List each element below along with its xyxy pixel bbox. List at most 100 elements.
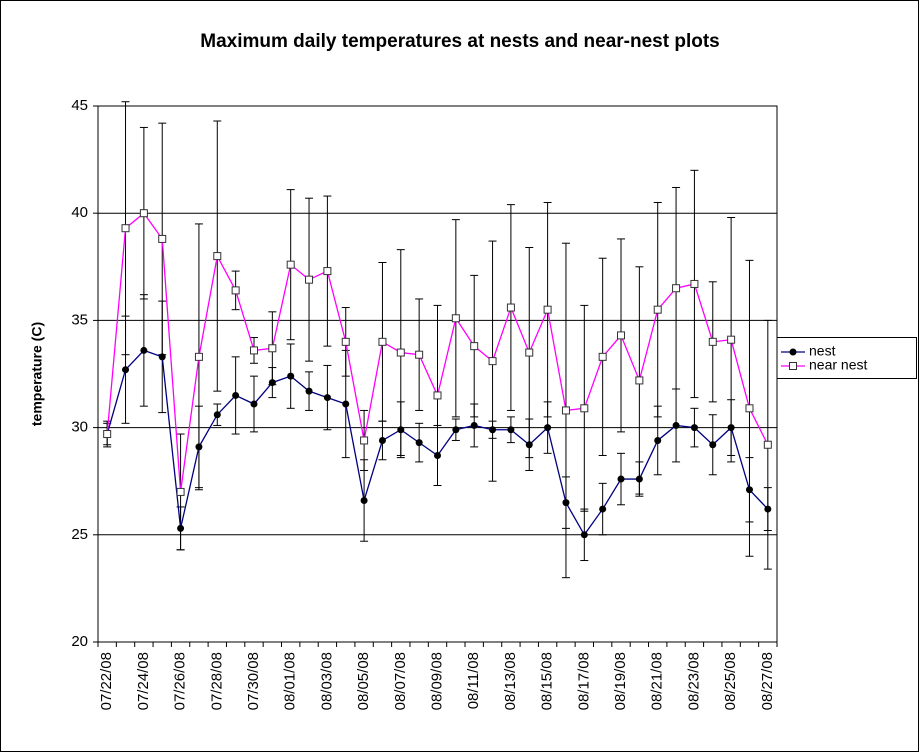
point bbox=[544, 424, 552, 432]
x-tick-label: 08/23/08 bbox=[685, 652, 702, 710]
point bbox=[525, 441, 533, 449]
point bbox=[763, 440, 772, 449]
point bbox=[672, 421, 680, 429]
point bbox=[268, 344, 277, 353]
point bbox=[727, 424, 735, 432]
y-axis-label: temperature (C) bbox=[29, 322, 45, 426]
point bbox=[396, 348, 405, 357]
legend-box bbox=[775, 337, 917, 379]
point bbox=[617, 475, 625, 483]
point bbox=[305, 387, 313, 395]
point bbox=[323, 394, 331, 402]
point bbox=[764, 505, 772, 513]
x-tick-label: 07/24/08 bbox=[135, 652, 152, 710]
point bbox=[360, 436, 369, 445]
chart-title: Maximum daily temperatures at nests and … bbox=[200, 31, 720, 52]
point bbox=[176, 487, 185, 496]
y-tick-label: 20 bbox=[71, 633, 88, 650]
legend-marker bbox=[789, 362, 797, 370]
point bbox=[249, 346, 258, 355]
point bbox=[599, 505, 607, 513]
point bbox=[378, 337, 387, 346]
point bbox=[580, 531, 588, 539]
point bbox=[489, 426, 497, 434]
point bbox=[286, 260, 295, 269]
point bbox=[360, 496, 368, 504]
point bbox=[745, 404, 754, 413]
point bbox=[305, 275, 314, 284]
point bbox=[690, 424, 698, 432]
y-tick-label: 35 bbox=[71, 311, 88, 328]
point bbox=[195, 443, 203, 451]
point bbox=[635, 376, 644, 385]
point bbox=[635, 475, 643, 483]
point bbox=[158, 234, 167, 243]
point bbox=[690, 279, 699, 288]
x-tick-label: 08/13/08 bbox=[502, 652, 519, 710]
x-tick-label: 07/28/08 bbox=[208, 652, 225, 710]
legend-label: near nest bbox=[809, 357, 867, 373]
point bbox=[158, 353, 166, 361]
y-tick-label: 30 bbox=[71, 419, 88, 436]
point bbox=[415, 439, 423, 447]
point bbox=[561, 406, 570, 415]
point bbox=[451, 314, 460, 323]
point bbox=[488, 357, 497, 366]
point bbox=[708, 337, 717, 346]
point bbox=[433, 391, 442, 400]
point bbox=[194, 352, 203, 361]
point bbox=[562, 499, 570, 507]
point bbox=[452, 426, 460, 434]
point bbox=[506, 303, 515, 312]
point bbox=[287, 372, 295, 380]
x-tick-label: 08/15/08 bbox=[539, 652, 556, 710]
x-tick-label: 08/27/08 bbox=[759, 652, 776, 710]
point bbox=[617, 331, 626, 340]
legend-label: nest bbox=[809, 343, 836, 359]
point bbox=[727, 335, 736, 344]
point bbox=[341, 337, 350, 346]
point bbox=[231, 286, 240, 295]
x-tick-label: 08/07/08 bbox=[392, 652, 409, 710]
x-tick-label: 08/05/08 bbox=[355, 652, 372, 710]
x-tick-label: 07/22/08 bbox=[98, 652, 115, 710]
point bbox=[470, 421, 478, 429]
point bbox=[139, 209, 148, 218]
point bbox=[598, 352, 607, 361]
point bbox=[268, 379, 276, 387]
x-tick-label: 07/30/08 bbox=[245, 652, 262, 710]
point bbox=[543, 305, 552, 314]
legend-marker bbox=[789, 348, 797, 356]
point bbox=[745, 486, 753, 494]
point bbox=[122, 366, 130, 374]
point bbox=[415, 350, 424, 359]
point bbox=[525, 348, 534, 357]
x-tick-label: 08/19/08 bbox=[612, 652, 629, 710]
point bbox=[103, 430, 112, 439]
point bbox=[177, 524, 185, 532]
x-tick-label: 08/03/08 bbox=[318, 652, 335, 710]
y-tick-label: 25 bbox=[71, 526, 88, 543]
point bbox=[213, 252, 222, 261]
x-tick-label: 07/26/08 bbox=[172, 652, 189, 710]
point bbox=[378, 436, 386, 444]
point bbox=[580, 404, 589, 413]
x-tick-label: 08/21/08 bbox=[649, 652, 666, 710]
point bbox=[709, 441, 717, 449]
x-tick-label: 08/01/08 bbox=[282, 652, 299, 710]
x-tick-label: 08/11/08 bbox=[465, 652, 482, 709]
y-tick-label: 40 bbox=[71, 204, 88, 221]
point bbox=[121, 224, 130, 233]
y-tick-label: 45 bbox=[71, 97, 88, 114]
point bbox=[213, 411, 221, 419]
point bbox=[507, 426, 515, 434]
point bbox=[397, 426, 405, 434]
point bbox=[672, 284, 681, 293]
point bbox=[232, 391, 240, 399]
x-tick-label: 08/25/08 bbox=[722, 652, 739, 710]
point bbox=[323, 267, 332, 276]
point bbox=[654, 436, 662, 444]
plot-border bbox=[97, 105, 778, 643]
point bbox=[342, 400, 350, 408]
